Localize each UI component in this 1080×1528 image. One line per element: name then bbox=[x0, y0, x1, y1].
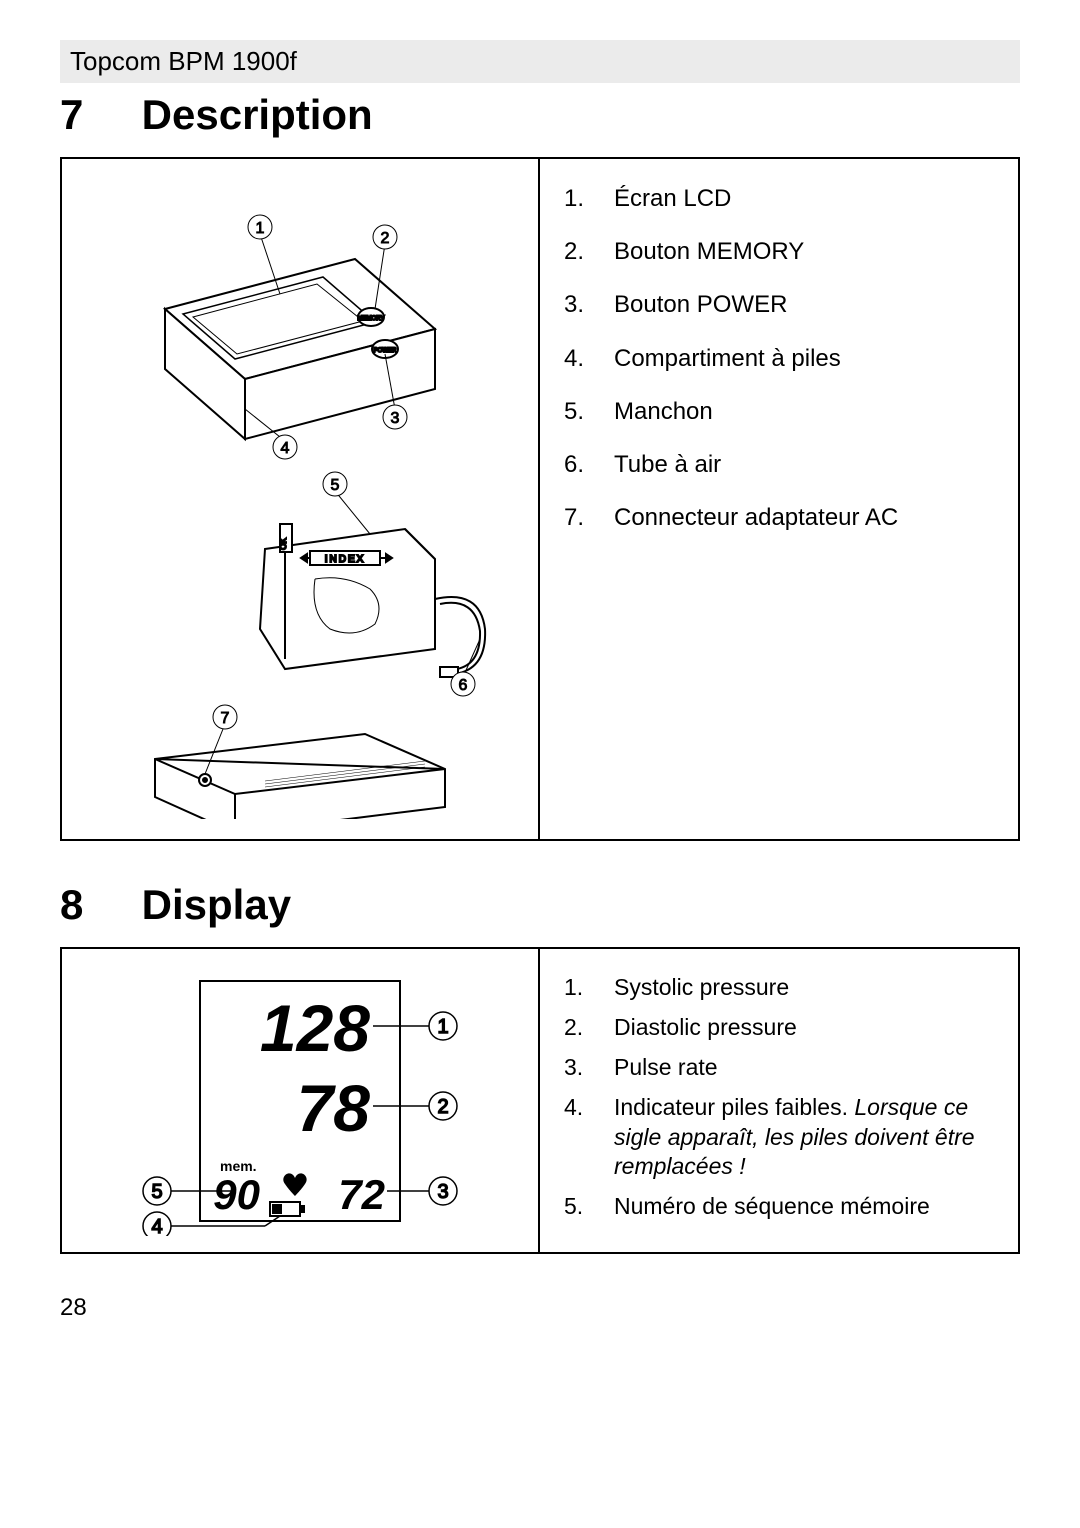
lcd-callout-3: 3 bbox=[437, 1181, 448, 1203]
display-row: 128 78 mem. 90 72 1 2 bbox=[60, 947, 1020, 1254]
callout-3: 3 bbox=[391, 410, 400, 427]
callout-5: 5 bbox=[331, 477, 340, 494]
section-7-number: 7 bbox=[60, 91, 130, 139]
section-8-title: Display bbox=[142, 881, 291, 928]
callout-6: 6 bbox=[459, 677, 468, 694]
mem-value: 90 bbox=[213, 1171, 260, 1218]
list-item: 5.Manchon bbox=[564, 396, 998, 427]
description-row: MEMORY POWER 1 2 3 4 bbox=[60, 157, 1020, 841]
callout-2: 2 bbox=[381, 230, 390, 247]
diastolic-value: 78 bbox=[297, 1071, 371, 1145]
list-item: 7.Connecteur adaptateur AC bbox=[564, 502, 998, 533]
list-item: 5.Numéro de séquence mémoire bbox=[564, 1192, 998, 1222]
lcd-diagram: 128 78 mem. 90 72 1 2 bbox=[85, 966, 515, 1236]
callout-1: 1 bbox=[256, 220, 265, 237]
memory-label: MEMORY bbox=[358, 316, 385, 322]
section-7-heading: 7 Description bbox=[60, 91, 1020, 139]
display-list: 1.Systolic pressure 2.Diastolic pressure… bbox=[540, 949, 1018, 1252]
list-item: 6.Tube à air bbox=[564, 449, 998, 480]
callout-4: 4 bbox=[281, 440, 290, 457]
lcd-diagram-cell: 128 78 mem. 90 72 1 2 bbox=[62, 949, 540, 1252]
list-item: 1.Écran LCD bbox=[564, 183, 998, 214]
section-8-number: 8 bbox=[60, 881, 130, 929]
section-8-heading: 8 Display bbox=[60, 881, 1020, 929]
list-item: 4.Indicateur piles faibles. Lorsque ce s… bbox=[564, 1093, 998, 1183]
list-item: 4.Compartiment à piles bbox=[564, 343, 998, 374]
description-list: 1.Écran LCD 2.Bouton MEMORY 3.Bouton POW… bbox=[540, 159, 1018, 839]
product-header: Topcom BPM 1900f bbox=[60, 40, 1020, 83]
section-7-title: Description bbox=[142, 91, 373, 138]
lcd-callout-4: 4 bbox=[151, 1216, 162, 1236]
pulse-value: 72 bbox=[338, 1171, 385, 1218]
lcd-callout-5: 5 bbox=[151, 1181, 162, 1203]
list-item: 2.Bouton MEMORY bbox=[564, 236, 998, 267]
lcd-callout-1: 1 bbox=[437, 1016, 448, 1038]
systolic-value: 128 bbox=[260, 991, 370, 1065]
ok-label: OK bbox=[279, 538, 288, 550]
list-item: 3.Pulse rate bbox=[564, 1053, 998, 1083]
lcd-callout-2: 2 bbox=[437, 1096, 448, 1118]
list-item: 2.Diastolic pressure bbox=[564, 1013, 998, 1043]
power-label: POWER bbox=[374, 348, 397, 354]
index-label: INDEX bbox=[325, 554, 366, 565]
list-item: 1.Systolic pressure bbox=[564, 973, 998, 1003]
callout-7: 7 bbox=[221, 710, 230, 727]
page-number: 28 bbox=[60, 1294, 1020, 1322]
list-item: 3.Bouton POWER bbox=[564, 289, 998, 320]
device-diagram: MEMORY POWER 1 2 3 4 bbox=[85, 179, 515, 819]
device-diagram-cell: MEMORY POWER 1 2 3 4 bbox=[62, 159, 540, 839]
